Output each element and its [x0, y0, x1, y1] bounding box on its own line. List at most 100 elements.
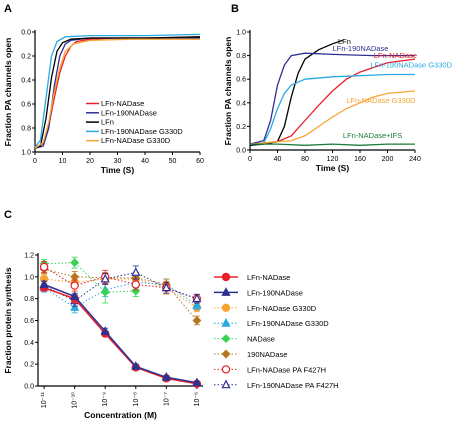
y-tick-label: 0.6	[21, 102, 31, 109]
panel-a: A 0.0 0.2 0.4 0.6 0.8 1.00 10 20 30 40 50 60 Time (S)…	[3, 3, 204, 175]
series-line-6	[43, 268, 198, 321]
series-line-4	[34, 33, 201, 148]
legend-marker	[221, 349, 231, 359]
y-tick-label: 0.4	[24, 340, 34, 347]
x-tick-label: 160	[354, 156, 366, 163]
panel-label: A	[4, 3, 12, 15]
legend-entry: LFn-190NADase	[101, 108, 157, 117]
series-annotation: LFn-190NADase	[333, 44, 389, 53]
legend-marker	[221, 334, 231, 344]
legend-marker	[221, 287, 231, 296]
y-tick-label: 0.0	[24, 384, 34, 391]
legend-marker	[221, 317, 231, 327]
legend-entry: LFn-NADase G330D	[101, 136, 171, 145]
y-tick-label: 0.6	[24, 318, 34, 325]
data-point	[70, 302, 80, 311]
series-line-5	[34, 38, 200, 149]
data-point	[161, 372, 171, 381]
legend-entry: NADase	[247, 335, 275, 344]
x-tick-label: 10⁻¹⁰	[71, 392, 79, 409]
data-point	[131, 267, 141, 276]
data-point	[70, 281, 79, 290]
series-line-5	[249, 90, 416, 145]
series-line-6	[250, 143, 415, 146]
y-tick-label: 0.8	[24, 296, 34, 303]
data-point	[192, 377, 202, 387]
legend: LFn-NADase LFn-190NADase LFn-NADase G330D L…	[214, 272, 339, 390]
x-axis-label: Time (S)	[101, 165, 135, 175]
x-tick-label: 10⁻⁹	[102, 392, 109, 406]
legend-entry: LFn-190NADase PA F427H	[247, 381, 339, 390]
x-tick-label: 10	[59, 158, 67, 165]
x-axis-label: Concentration (M)	[84, 410, 157, 420]
y-tick-label: 0.8	[236, 53, 246, 60]
x-tick-label: 10⁻¹¹	[41, 391, 48, 408]
legend-entry: LFn-190NADase G330D	[101, 127, 183, 136]
series-annotation: LFn-NADase+IFS	[343, 131, 402, 140]
legend-entry: LFn-NADase	[101, 99, 144, 108]
data-point	[39, 279, 49, 288]
x-tick-label: 120	[327, 156, 339, 163]
x-tick-label: 40	[141, 158, 149, 165]
panel-c: C 0.0 0.2 0.4 0.6 0.8 1.0 1.2 10⁻¹¹ 10⁻¹⁰ 10⁻⁹ 10⁻⁸…	[3, 209, 339, 420]
legend-entry: LFn-NADase	[247, 273, 290, 282]
y-tick-label: 0.0	[21, 30, 31, 37]
legend-marker	[221, 379, 231, 389]
series-line-8	[43, 271, 198, 302]
data-point	[192, 316, 202, 325]
y-axis-label: Fraction PA channels open	[223, 37, 233, 146]
x-tick-label: 10⁻⁶	[194, 392, 201, 406]
y-tick-label: 0.4	[236, 100, 246, 107]
y-tick-label: 0.2	[236, 124, 246, 131]
y-tick-label: 1.0	[21, 150, 31, 157]
legend-entry: LFn-190NADase G330D	[247, 319, 329, 328]
data-point	[131, 361, 141, 370]
y-axis-label: Fraction protein synthesis	[3, 267, 13, 374]
legend: LFn-NADaseLFn-190NADaseLFnLFn-190NADase …	[86, 99, 183, 145]
legend-entry: LFn-190NADase	[247, 288, 303, 297]
y-tick-label: 1.0	[24, 274, 34, 281]
x-tick-label: 60	[196, 158, 204, 165]
series-annotation: LFn-NADase G330D	[346, 96, 416, 105]
series-line-1	[43, 287, 198, 385]
x-tick-label: 10⁻⁷	[163, 392, 170, 406]
x-axis-label: Time (S)	[316, 163, 350, 173]
series-line-2	[43, 283, 198, 384]
x-tick-label: 40	[274, 156, 282, 163]
y-tick-label: 0.2	[24, 362, 34, 369]
panel-label: B	[231, 3, 239, 15]
data-point	[192, 293, 202, 303]
y-tick-label: 0.6	[236, 77, 246, 84]
x-tick-label: 80	[301, 156, 309, 163]
legend-marker	[221, 272, 231, 282]
series-line-4	[249, 73, 415, 145]
x-tick-label: 240	[409, 156, 421, 163]
y-tick-label: 0.2	[21, 54, 31, 61]
series-line-2	[249, 52, 415, 145]
panel-label: C	[4, 209, 12, 221]
data-point	[161, 282, 171, 292]
series-annotation: LFn	[338, 37, 351, 46]
data-point	[100, 287, 110, 297]
data-point	[70, 291, 80, 300]
series-line-3	[44, 278, 198, 308]
series-line-3	[34, 36, 201, 149]
data-point	[192, 300, 202, 309]
legend-entry: LFn-NADase PA F427H	[247, 365, 326, 374]
x-tick-label: 0	[248, 156, 252, 163]
data-point	[70, 258, 80, 268]
series-line-5	[44, 262, 136, 293]
legend-marker	[221, 365, 231, 374]
x-tick-label: 50	[169, 158, 177, 165]
y-axis-label: Fraction PA channels open	[3, 38, 13, 147]
x-tick-label: 200	[382, 156, 394, 163]
y-tick-label: 1.2	[24, 253, 34, 260]
series-line-3	[249, 58, 416, 145]
data-point	[100, 326, 110, 335]
x-tick-label: 20	[86, 158, 94, 165]
x-tick-label: 10⁻⁸	[133, 392, 140, 406]
legend-entry: LFn-NADase G330D	[247, 304, 317, 313]
data-point	[131, 280, 140, 289]
y-tick-label: 1.0	[236, 30, 246, 37]
